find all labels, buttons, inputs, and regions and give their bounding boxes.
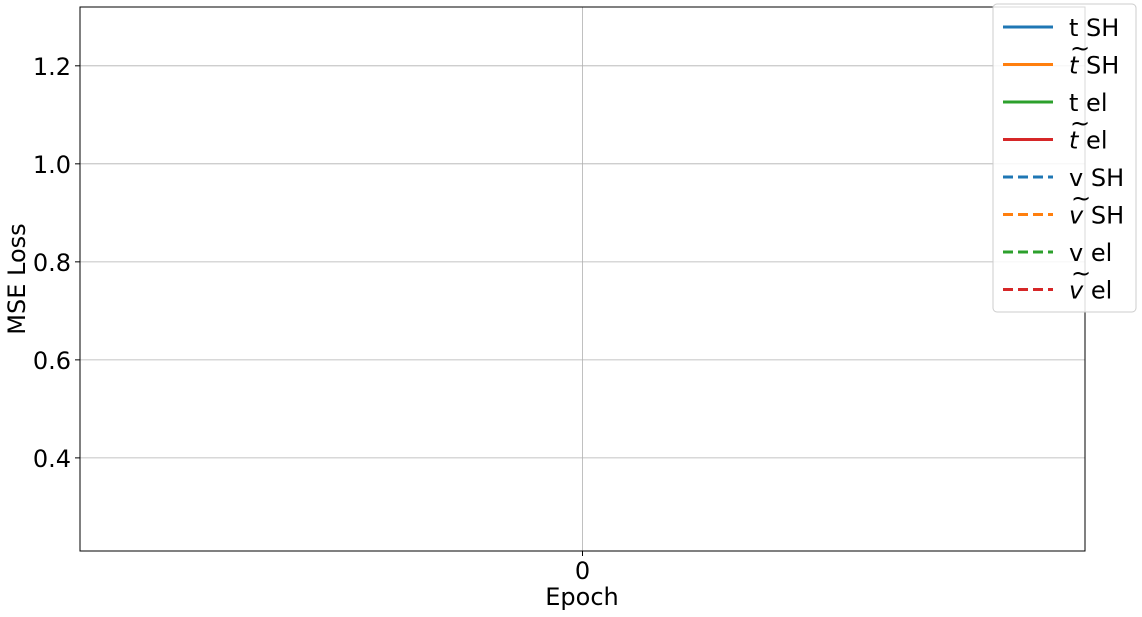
y-tick-label: 1.2: [33, 53, 71, 81]
y-tick-label: 0.6: [33, 347, 71, 375]
y-tick-label: 0.8: [33, 249, 71, 277]
legend-tilde: ~: [1070, 110, 1090, 138]
legend-tilde: ~: [1070, 35, 1090, 63]
legend-box: [992, 3, 1137, 313]
legend-label: v el: [1069, 277, 1112, 305]
axis-ticks: 0.4 0.6 0.8 1.0 1.2 0: [33, 53, 590, 585]
y-axis-label: MSE Loss: [3, 223, 31, 334]
grid: [80, 7, 1085, 551]
y-tick-label: 0.4: [33, 445, 71, 473]
legend-label: v SH: [1069, 202, 1124, 230]
y-tick-label: 1.0: [33, 151, 71, 179]
legend: t SHt SH~t elt el~v SHv SH~v elv el~: [992, 3, 1137, 313]
legend-label: t el: [1069, 127, 1107, 155]
legend-label: t el: [1069, 89, 1107, 117]
x-axis-label: Epoch: [545, 583, 619, 611]
legend-tilde: ~: [1071, 260, 1091, 288]
legend-label: t SH: [1069, 52, 1119, 80]
legend-tilde: ~: [1071, 185, 1091, 213]
legend-label: v el: [1069, 239, 1112, 267]
x-tick-label: 0: [575, 557, 590, 585]
legend-label: t SH: [1069, 14, 1119, 42]
legend-label: v SH: [1069, 164, 1124, 192]
